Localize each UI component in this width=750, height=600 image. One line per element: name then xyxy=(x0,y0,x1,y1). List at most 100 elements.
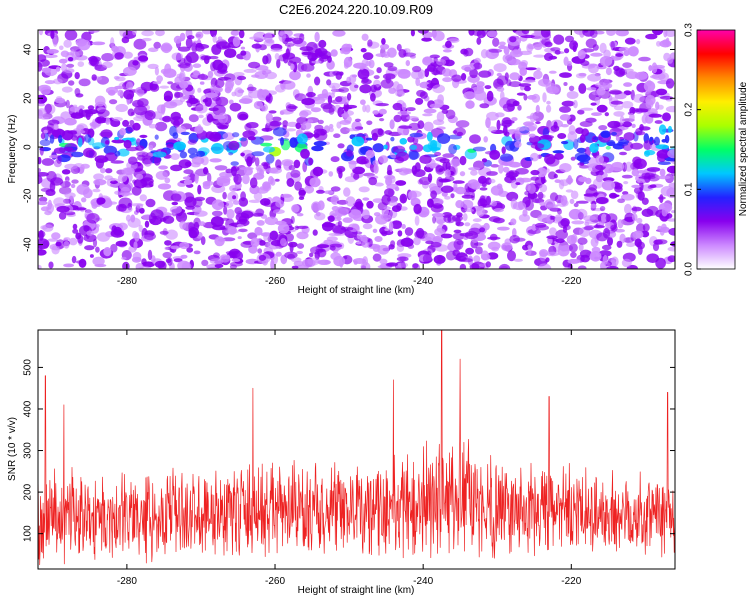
heatmap-cell xyxy=(188,114,199,123)
heatmap-cell xyxy=(274,53,280,61)
heatmap-cell xyxy=(472,30,483,36)
heatmap-cell xyxy=(467,74,480,83)
heatmap-cell xyxy=(248,199,262,203)
heatmap-cell xyxy=(294,181,302,191)
heatmap-cell xyxy=(71,255,77,264)
heatmap-cell xyxy=(539,201,546,206)
heatmap-cell xyxy=(514,130,522,141)
heatmap-cell xyxy=(173,258,183,263)
x-tick-label: -220 xyxy=(561,576,581,587)
heatmap-cell xyxy=(537,263,552,269)
heatmap-cell xyxy=(109,99,118,105)
heatmap-cell xyxy=(110,178,116,182)
heatmap-cell xyxy=(292,37,304,45)
heatmap-cell xyxy=(214,165,228,171)
heatmap-cell xyxy=(395,90,405,97)
heatmap-cell xyxy=(602,162,608,167)
heatmap-cell xyxy=(583,226,594,231)
heatmap-cell xyxy=(212,35,217,43)
heatmap-cell xyxy=(561,140,569,145)
heatmap-cell xyxy=(602,254,608,266)
heatmap-cell xyxy=(422,253,432,264)
heatmap-cell xyxy=(616,240,623,248)
heatmap-cell xyxy=(437,133,451,144)
heatmap-cell xyxy=(343,62,349,69)
heatmap-cell xyxy=(643,140,653,151)
heatmap-cell xyxy=(442,49,452,53)
heatmap-cell xyxy=(59,45,64,51)
heatmap-cell xyxy=(326,236,338,242)
heatmap-cell xyxy=(480,49,489,59)
heatmap-cell xyxy=(455,221,465,227)
heatmap-cell xyxy=(348,74,357,84)
heatmap-cell xyxy=(275,199,285,208)
heatmap-cell xyxy=(148,47,159,53)
heatmap-cell xyxy=(340,226,354,231)
heatmap-cell xyxy=(240,191,247,202)
heatmap-cell xyxy=(102,61,113,69)
heatmap-cell xyxy=(156,75,164,83)
heatmap-cell xyxy=(361,33,369,41)
heatmap-cell xyxy=(613,111,625,117)
heatmap-cell xyxy=(493,78,504,90)
heatmap-cell xyxy=(211,199,224,210)
heatmap-cell xyxy=(202,221,217,229)
heatmap-cell xyxy=(624,161,633,172)
heatmap-cell xyxy=(159,230,169,235)
heatmap-cell xyxy=(171,201,179,206)
heatmap-cell xyxy=(180,254,188,259)
heatmap-cell xyxy=(68,80,75,86)
heatmap-cell xyxy=(399,206,408,211)
heatmap-cell xyxy=(530,169,540,176)
heatmap-cell xyxy=(186,35,195,40)
heatmap-cell xyxy=(432,84,445,94)
colorbar-tick-label: 0.2 xyxy=(684,102,695,116)
heatmap-cell xyxy=(72,112,77,119)
heatmap-cell xyxy=(302,121,312,130)
heatmap-cell xyxy=(78,105,85,110)
heatmap-cell xyxy=(360,48,367,53)
heatmap-cell xyxy=(366,120,373,126)
y-tick-label: 100 xyxy=(23,525,34,542)
heatmap-cell xyxy=(501,146,506,155)
heatmap-cell xyxy=(195,104,208,114)
heatmap-cell xyxy=(665,30,675,37)
heatmap-cell xyxy=(412,65,422,73)
heatmap-cell xyxy=(54,97,66,104)
heatmap-cell xyxy=(430,203,444,213)
heatmap-cell xyxy=(138,224,143,232)
heatmap-cell xyxy=(234,207,242,215)
heatmap-cell xyxy=(160,104,166,115)
heatmap-cell xyxy=(365,150,375,159)
heatmap-cell xyxy=(38,200,48,206)
heatmap-cell xyxy=(214,236,225,247)
heatmap-cell xyxy=(481,158,488,163)
heatmap-cell xyxy=(210,30,217,38)
heatmap-cell xyxy=(381,38,386,45)
heatmap-cell xyxy=(606,30,616,36)
heatmap-cell xyxy=(294,225,300,231)
heatmap-cell xyxy=(659,194,664,204)
heatmap-cell xyxy=(622,62,632,68)
heatmap-cell xyxy=(550,47,561,52)
heatmap-cell xyxy=(623,132,635,141)
heatmap-cell xyxy=(362,256,368,267)
heatmap-cell xyxy=(132,30,137,36)
heatmap-cell xyxy=(40,86,51,95)
heatmap-cell xyxy=(115,240,128,247)
heatmap-cell xyxy=(552,150,565,154)
heatmap-cell xyxy=(313,140,327,147)
heatmap-cell xyxy=(225,229,239,234)
heatmap-cell xyxy=(55,66,61,72)
heatmap-cell xyxy=(358,147,368,156)
heatmap-cell xyxy=(535,104,540,114)
heatmap-cell xyxy=(436,111,445,123)
heatmap-cell xyxy=(95,246,100,253)
heatmap-cell xyxy=(181,262,192,269)
heatmap-cell xyxy=(66,52,73,56)
heatmap-cell xyxy=(484,85,492,90)
heatmap-cell xyxy=(162,215,175,224)
heatmap-cell xyxy=(248,61,261,69)
heatmap-cell xyxy=(110,160,125,164)
